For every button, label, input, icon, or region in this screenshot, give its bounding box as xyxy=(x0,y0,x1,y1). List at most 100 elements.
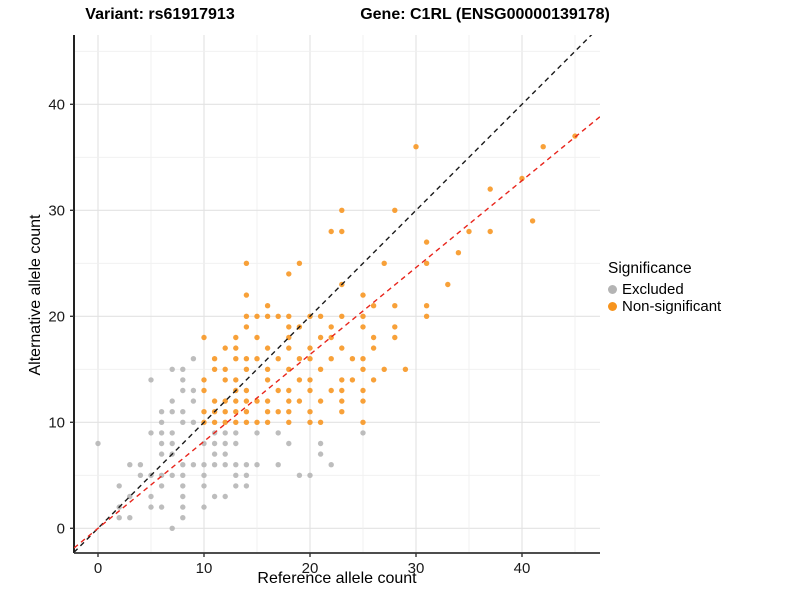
data-point-excluded xyxy=(180,366,186,372)
x-tick-label: 10 xyxy=(196,560,213,577)
data-point-excluded xyxy=(201,483,207,489)
data-point-excluded xyxy=(180,515,186,521)
data-point-non-significant xyxy=(423,313,430,319)
data-point-non-significant xyxy=(286,324,292,330)
data-point-non-significant xyxy=(317,366,324,372)
data-point-excluded xyxy=(222,493,228,500)
data-point-non-significant xyxy=(264,377,271,383)
x-axis-label: Reference allele count xyxy=(257,570,417,587)
data-point-excluded xyxy=(275,462,281,468)
data-point-excluded xyxy=(201,472,207,478)
data-point-excluded xyxy=(317,451,324,457)
data-point-non-significant xyxy=(296,356,303,362)
data-point-non-significant xyxy=(402,366,409,372)
legend-title: Significance xyxy=(608,260,692,277)
legend: Significance Excluded Non-significant xyxy=(608,260,721,315)
data-point-non-significant xyxy=(339,377,345,383)
data-point-non-significant xyxy=(339,313,345,319)
excluded-dot-icon xyxy=(608,285,617,294)
data-point-excluded xyxy=(180,409,186,415)
data-point-non-significant xyxy=(360,313,366,319)
data-point-non-significant xyxy=(233,356,239,362)
data-point-excluded xyxy=(201,462,207,468)
data-point-non-significant xyxy=(328,324,334,330)
data-point-non-significant xyxy=(307,387,313,394)
data-point-non-significant xyxy=(222,409,228,415)
data-point-excluded xyxy=(233,472,239,478)
data-point-excluded xyxy=(158,451,165,457)
data-point-non-significant xyxy=(307,356,313,362)
data-point-excluded xyxy=(233,483,239,489)
data-point-excluded xyxy=(148,430,154,436)
data-point-non-significant xyxy=(487,186,493,192)
data-point-non-significant xyxy=(201,409,207,415)
y-tick-label: 0 xyxy=(57,520,65,537)
data-point-non-significant xyxy=(381,366,387,372)
data-point-excluded xyxy=(169,398,175,404)
data-point-non-significant xyxy=(233,345,239,351)
data-point-non-significant xyxy=(339,387,345,394)
data-point-excluded xyxy=(158,440,165,447)
data-point-non-significant xyxy=(275,313,281,319)
data-point-non-significant xyxy=(264,366,271,372)
data-point-excluded xyxy=(95,440,101,447)
data-point-non-significant xyxy=(233,377,239,383)
y-axis-label: Alternative allele count xyxy=(27,214,44,376)
data-point-excluded xyxy=(254,430,260,436)
data-point-excluded xyxy=(169,472,175,478)
data-point-non-significant xyxy=(254,313,260,319)
data-point-non-significant xyxy=(243,387,250,394)
data-point-excluded xyxy=(296,472,303,478)
data-point-non-significant xyxy=(211,398,218,404)
data-point-excluded xyxy=(180,493,186,500)
data-point-non-significant xyxy=(370,334,377,341)
data-point-non-significant xyxy=(392,334,398,341)
data-point-excluded xyxy=(137,462,144,468)
data-point-non-significant xyxy=(370,345,377,351)
data-point-excluded xyxy=(148,504,154,510)
data-point-excluded xyxy=(275,430,281,436)
plot-title-gene: Gene: C1RL (ENSG00000139178) xyxy=(360,6,610,23)
data-point-excluded xyxy=(158,504,165,510)
data-point-non-significant xyxy=(275,356,281,362)
data-point-non-significant xyxy=(328,356,334,362)
data-point-non-significant xyxy=(286,271,292,277)
data-point-non-significant xyxy=(360,387,366,394)
data-point-excluded xyxy=(169,440,175,447)
data-point-excluded xyxy=(158,419,165,425)
data-point-excluded xyxy=(222,440,228,447)
data-point-non-significant xyxy=(339,228,345,235)
data-point-non-significant xyxy=(243,409,250,415)
data-point-non-significant xyxy=(286,345,292,351)
data-point-excluded xyxy=(211,451,218,457)
data-point-non-significant xyxy=(296,377,303,383)
data-point-excluded xyxy=(116,483,122,489)
data-point-non-significant xyxy=(233,419,239,425)
x-tick-label: 20 xyxy=(302,560,319,577)
data-point-excluded xyxy=(360,430,366,436)
data-point-non-significant xyxy=(360,366,366,372)
data-point-excluded xyxy=(169,409,175,415)
data-point-non-significant xyxy=(317,398,324,404)
data-point-excluded xyxy=(127,462,133,468)
data-point-excluded xyxy=(243,483,250,489)
data-point-non-significant xyxy=(392,207,398,213)
data-point-non-significant xyxy=(423,303,430,309)
data-point-excluded xyxy=(233,462,239,468)
plot-title-variant: Variant: rs61917913 xyxy=(85,6,235,23)
data-point-non-significant xyxy=(233,398,239,404)
data-point-non-significant xyxy=(487,228,493,235)
data-point-excluded xyxy=(169,430,175,436)
data-point-excluded xyxy=(222,462,228,468)
data-point-non-significant xyxy=(360,324,366,330)
data-point-non-significant xyxy=(254,334,260,341)
data-point-excluded xyxy=(190,387,197,394)
data-point-excluded xyxy=(180,504,186,510)
data-point-non-significant xyxy=(211,356,218,362)
data-point-non-significant xyxy=(254,419,260,425)
data-point-non-significant xyxy=(307,345,313,351)
data-point-non-significant xyxy=(222,377,228,383)
data-point-non-significant xyxy=(254,356,260,362)
data-point-non-significant xyxy=(264,313,271,319)
